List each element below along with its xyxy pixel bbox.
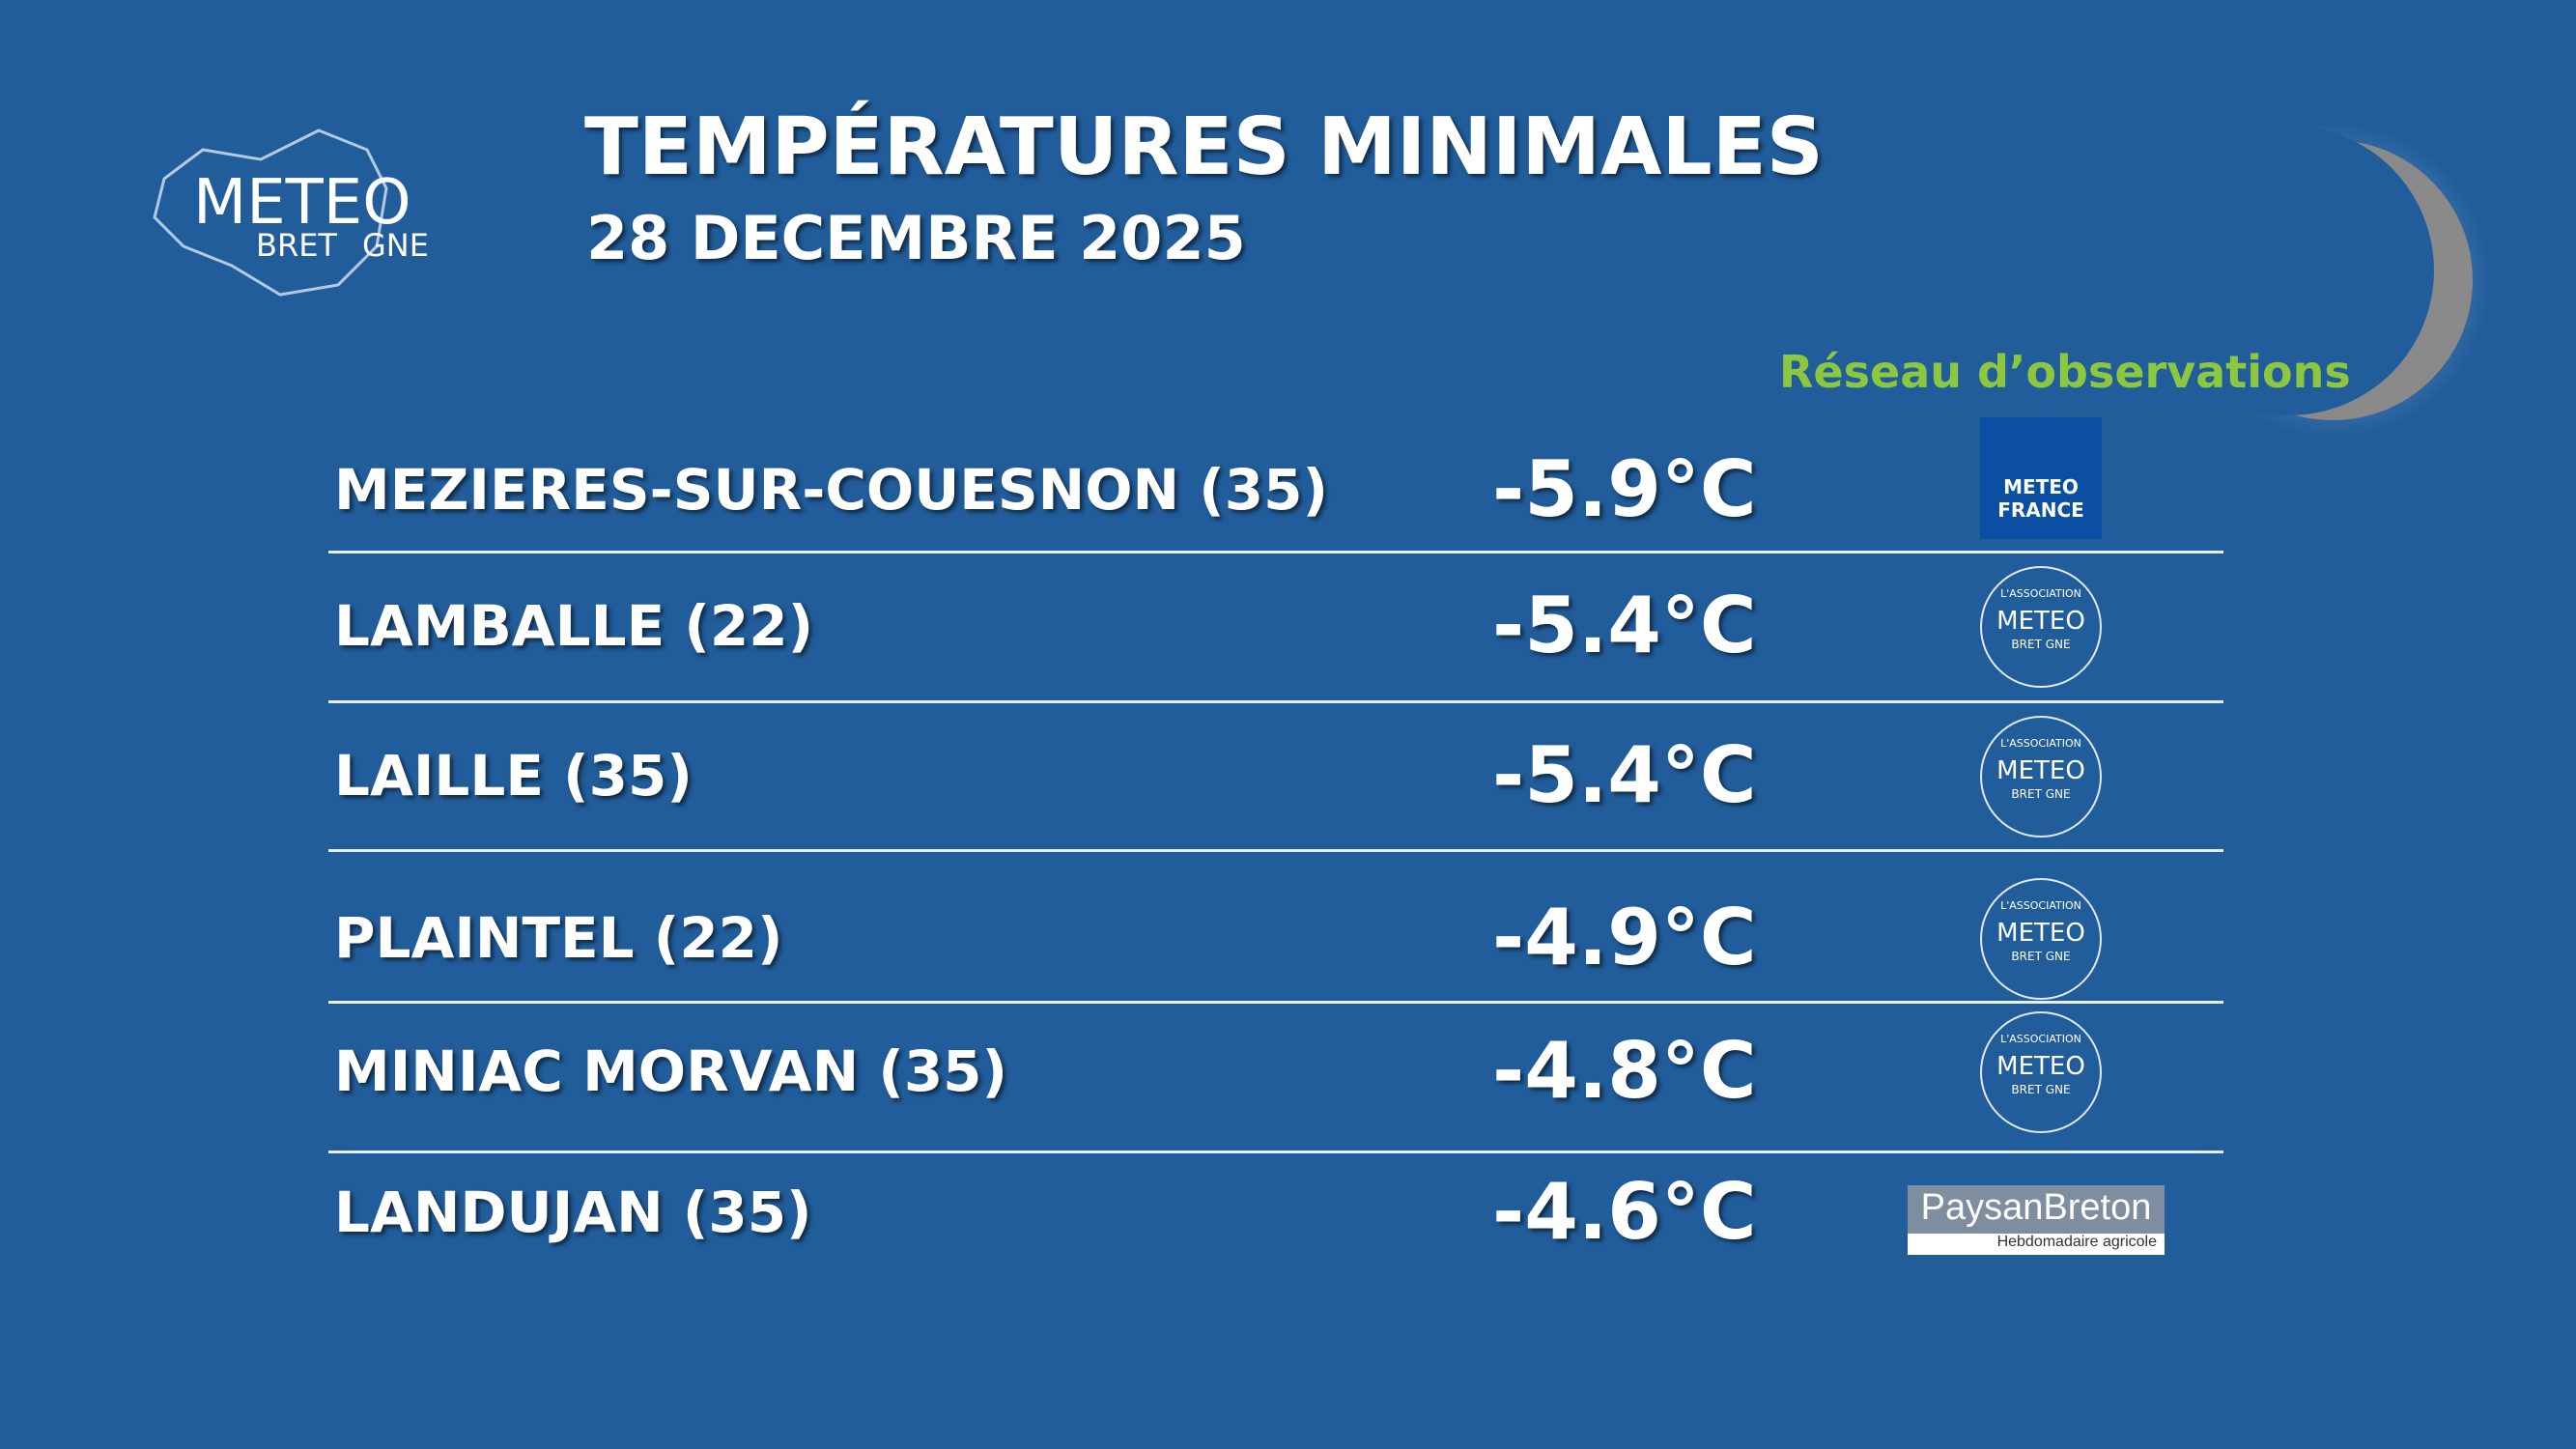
source-logo: L'ASSOCIATION METEO BRET GNE	[1980, 566, 2102, 688]
station: MEZIERES-SUR-COUESNON (35)	[334, 457, 1328, 523]
source-top: L'ASSOCIATION	[2000, 1033, 2081, 1045]
source-logo: L'ASSOCIATION METEO BRET GNE	[1980, 716, 2102, 838]
station: LANDUJAN (35)	[334, 1179, 812, 1245]
source-logo: L'ASSOCIATION METEO BRET GNE	[1980, 1011, 2102, 1133]
source-word: METEO	[1996, 756, 2085, 785]
source-line2: Hebdomadaire agricole	[1908, 1234, 2165, 1255]
separator	[328, 700, 2223, 703]
temperature: -4.6°C	[1492, 1167, 1757, 1257]
logo-map	[153, 128, 388, 297]
source-line1: PaysanBreton	[1920, 1187, 2152, 1228]
source-top: L'ASSOCIATION	[2000, 737, 2081, 750]
source-line1: METEO	[2003, 475, 2079, 498]
separator	[328, 849, 2223, 852]
source-logo: METEO FRANCE	[1980, 417, 2102, 539]
source-word: METEO	[1996, 607, 2085, 636]
source-sub: BRET GNE	[2011, 950, 2071, 963]
source-top: L'ASSOCIATION	[2000, 899, 2081, 912]
station: PLAINTEL (22)	[334, 905, 783, 971]
source-word: METEO	[1996, 1052, 2085, 1081]
source-word: METEO	[1996, 919, 2085, 948]
station: MINIAC MORVAN (35)	[334, 1038, 1008, 1104]
separator	[328, 551, 2223, 554]
station: LAILLE (35)	[334, 743, 693, 809]
separator	[328, 1151, 2223, 1153]
logo-sub-right: GNE	[362, 227, 429, 264]
temperature: -5.9°C	[1492, 444, 1757, 534]
temperature: -5.4°C	[1492, 581, 1757, 670]
logo: METEO BRET GNE	[145, 92, 435, 324]
network-label: Réseau d’observations	[1779, 346, 2351, 398]
separator	[328, 1001, 2223, 1004]
source-line2: FRANCE	[1997, 498, 2084, 522]
source-logo: PaysanBreton Hebdomadaire agricole	[1908, 1185, 2165, 1255]
temperature: -4.9°C	[1492, 893, 1757, 982]
moon	[2173, 121, 2492, 440]
logo-sub-left: BRET	[256, 227, 337, 264]
title: TEMPÉRATURES MINIMALES	[584, 101, 1824, 193]
source-sub: BRET GNE	[2011, 787, 2071, 801]
station: LAMBALLE (22)	[334, 593, 814, 659]
source-sub: BRET GNE	[2011, 638, 2071, 651]
source-top: L'ASSOCIATION	[2000, 587, 2081, 600]
source-logo: L'ASSOCIATION METEO BRET GNE	[1980, 878, 2102, 1000]
temperature: -4.8°C	[1492, 1026, 1757, 1116]
source-sub: BRET GNE	[2011, 1083, 2071, 1096]
temperature: -5.4°C	[1492, 730, 1757, 820]
logo-word: METEO	[193, 167, 411, 239]
date: 28 DECEMBRE 2025	[586, 203, 1246, 273]
